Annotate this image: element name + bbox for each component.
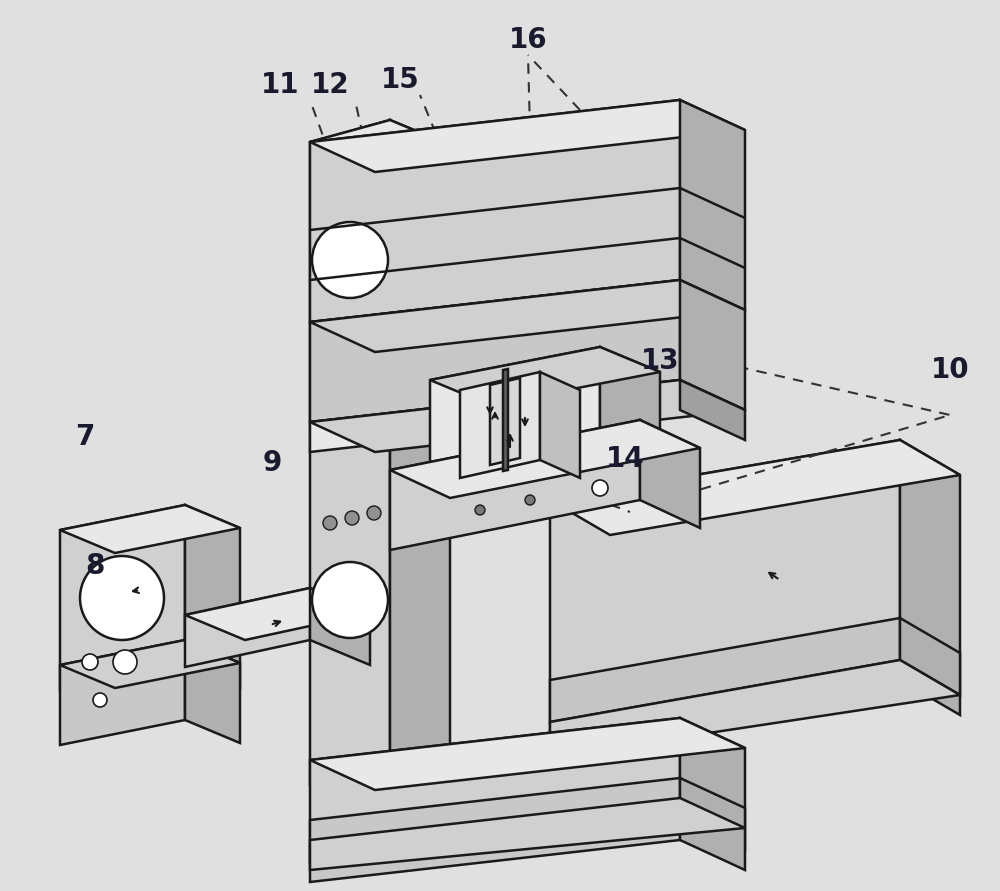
Polygon shape (310, 718, 745, 790)
Polygon shape (60, 505, 240, 553)
Polygon shape (310, 280, 680, 422)
Polygon shape (60, 640, 185, 745)
Text: 12: 12 (311, 70, 349, 99)
Polygon shape (390, 120, 450, 785)
Polygon shape (550, 440, 900, 740)
Text: 16: 16 (509, 26, 547, 54)
Polygon shape (680, 280, 745, 410)
Text: 11: 11 (261, 70, 299, 99)
Polygon shape (430, 347, 660, 405)
Polygon shape (310, 100, 680, 322)
Polygon shape (60, 505, 185, 690)
Polygon shape (310, 798, 745, 870)
Polygon shape (550, 660, 960, 757)
Polygon shape (550, 440, 960, 535)
Polygon shape (310, 380, 745, 452)
Polygon shape (310, 120, 450, 170)
Circle shape (367, 506, 381, 520)
Polygon shape (600, 347, 660, 495)
Polygon shape (310, 100, 745, 172)
Circle shape (592, 480, 608, 496)
Circle shape (82, 654, 98, 670)
Polygon shape (60, 640, 240, 688)
Polygon shape (460, 372, 540, 478)
Polygon shape (390, 260, 450, 345)
Text: 7: 7 (75, 422, 95, 451)
Circle shape (113, 650, 137, 674)
Text: 14: 14 (606, 445, 644, 473)
Polygon shape (680, 100, 745, 310)
Circle shape (345, 511, 359, 525)
Polygon shape (640, 420, 700, 528)
Polygon shape (310, 778, 680, 882)
Polygon shape (680, 718, 745, 850)
Polygon shape (680, 380, 745, 440)
Text: 9: 9 (262, 449, 282, 478)
Polygon shape (540, 372, 580, 478)
Text: 8: 8 (85, 552, 105, 580)
Polygon shape (503, 369, 508, 471)
Polygon shape (430, 347, 600, 503)
Polygon shape (185, 640, 240, 743)
Text: 10: 10 (931, 356, 969, 384)
Circle shape (525, 495, 535, 505)
Text: 15: 15 (381, 66, 419, 94)
Polygon shape (310, 380, 680, 452)
Polygon shape (900, 618, 960, 695)
Circle shape (80, 556, 164, 640)
Polygon shape (680, 778, 745, 870)
Circle shape (312, 562, 388, 638)
Polygon shape (310, 280, 745, 352)
Polygon shape (550, 618, 900, 722)
Polygon shape (390, 420, 640, 550)
Polygon shape (310, 588, 370, 665)
Polygon shape (185, 588, 310, 667)
Circle shape (312, 222, 388, 298)
Polygon shape (900, 440, 960, 715)
Polygon shape (185, 588, 370, 640)
Circle shape (323, 516, 337, 530)
Polygon shape (185, 505, 240, 688)
Circle shape (475, 505, 485, 515)
Text: 13: 13 (641, 347, 679, 375)
Polygon shape (390, 420, 700, 498)
Polygon shape (310, 718, 680, 862)
Polygon shape (490, 378, 520, 465)
Circle shape (93, 693, 107, 707)
Polygon shape (310, 120, 390, 785)
